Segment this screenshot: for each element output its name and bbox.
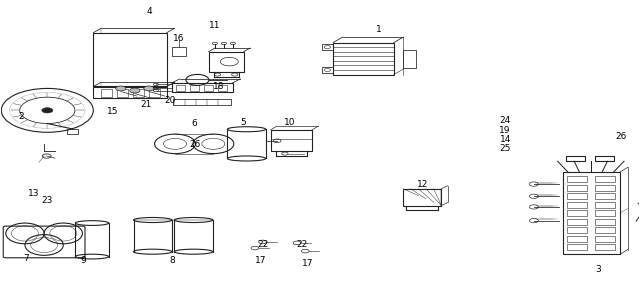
Bar: [189, 85, 199, 91]
Text: 7: 7: [24, 254, 29, 263]
Text: 6: 6: [191, 119, 197, 128]
Text: 14: 14: [499, 135, 511, 144]
Bar: [149, 89, 161, 97]
Bar: [595, 210, 615, 216]
Bar: [173, 99, 230, 105]
Bar: [566, 156, 585, 161]
Bar: [566, 210, 587, 216]
Text: 16: 16: [172, 34, 184, 43]
Circle shape: [130, 88, 140, 93]
Text: 2: 2: [19, 112, 24, 121]
Text: 17: 17: [255, 256, 266, 265]
Bar: [595, 236, 615, 242]
Bar: [204, 85, 213, 91]
Text: 26: 26: [190, 140, 201, 149]
Text: 4: 4: [147, 7, 152, 16]
Bar: [93, 87, 167, 98]
Circle shape: [116, 86, 126, 91]
Text: 17: 17: [301, 259, 313, 268]
Bar: [566, 202, 587, 208]
Bar: [403, 50, 416, 69]
Text: 22: 22: [257, 241, 268, 249]
Text: 11: 11: [209, 21, 220, 30]
Bar: [175, 85, 185, 91]
Bar: [566, 176, 587, 182]
Bar: [595, 244, 615, 251]
Text: 23: 23: [41, 196, 52, 205]
Text: 1: 1: [376, 25, 381, 34]
Bar: [117, 89, 129, 97]
Bar: [403, 189, 442, 206]
Bar: [271, 130, 312, 151]
Bar: [321, 67, 333, 73]
Bar: [595, 227, 615, 233]
Bar: [595, 185, 615, 191]
Bar: [321, 44, 333, 50]
Bar: [172, 83, 232, 92]
Bar: [133, 89, 145, 97]
Bar: [595, 176, 615, 182]
Bar: [218, 85, 227, 91]
Text: 25: 25: [499, 144, 511, 153]
Text: 20: 20: [164, 96, 175, 105]
Text: 22: 22: [296, 241, 308, 249]
Bar: [595, 202, 615, 208]
Text: 18: 18: [213, 82, 225, 91]
Text: 19: 19: [499, 126, 511, 135]
Text: 24: 24: [500, 116, 511, 125]
Bar: [172, 47, 186, 55]
Text: 8: 8: [169, 256, 175, 265]
Circle shape: [42, 108, 53, 113]
Text: 13: 13: [28, 189, 40, 198]
Text: 21: 21: [141, 100, 152, 109]
Text: 10: 10: [284, 118, 296, 127]
Text: 5: 5: [241, 118, 246, 127]
Bar: [566, 219, 587, 225]
Bar: [209, 52, 244, 72]
Bar: [333, 43, 394, 75]
Bar: [563, 172, 620, 254]
Bar: [101, 89, 113, 97]
Bar: [566, 227, 587, 233]
Bar: [566, 236, 587, 242]
Circle shape: [144, 86, 154, 91]
Bar: [595, 156, 614, 161]
Bar: [566, 193, 587, 199]
Text: 12: 12: [417, 180, 428, 188]
Text: 3: 3: [596, 265, 602, 274]
Bar: [93, 33, 167, 86]
Bar: [67, 129, 77, 134]
Bar: [595, 193, 615, 199]
Text: 9: 9: [81, 256, 86, 265]
Bar: [566, 185, 587, 191]
Bar: [595, 219, 615, 225]
Text: 26: 26: [616, 132, 627, 141]
Text: 15: 15: [107, 107, 118, 116]
Bar: [566, 244, 587, 251]
